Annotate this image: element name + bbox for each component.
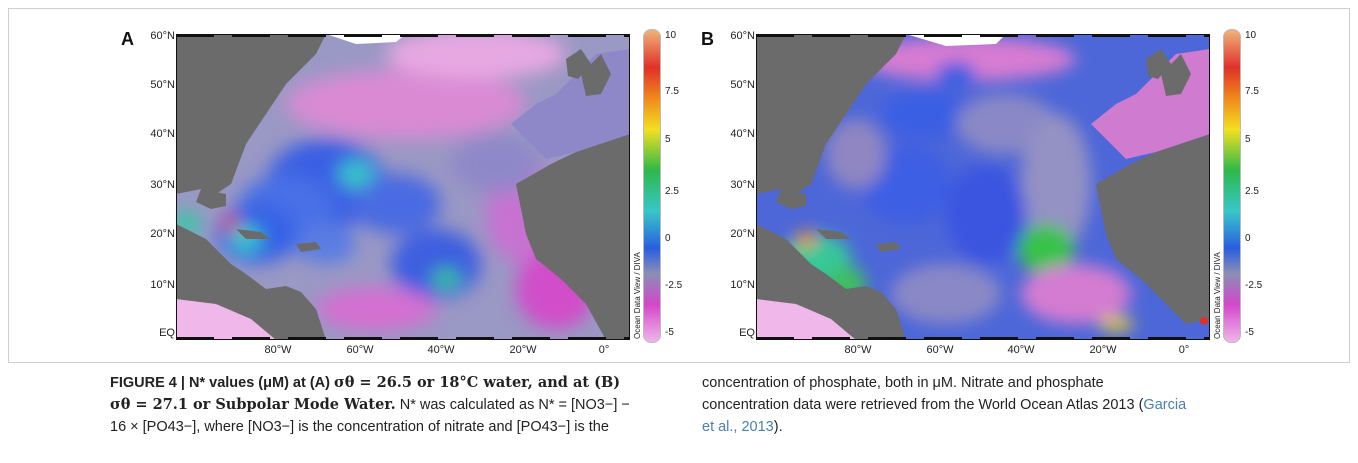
y-tick-label: 30°N: [150, 179, 175, 191]
x-tick-label: 0°: [598, 344, 610, 356]
panel-a: A 60°N 50°N 40°N 30°N 20°N 10°N EQ: [9, 9, 682, 364]
citation-link[interactable]: Garcia: [1143, 397, 1187, 413]
y-tick-label: EQ: [739, 327, 755, 339]
caption-line: σθ = 27.1 or Subpolar Mode Water. N* was…: [110, 394, 670, 416]
figure-caption-continued: concentration of phosphate, both in μM. …: [702, 372, 1302, 438]
caption-title: FIGURE 4 | N* values (μM) at (A): [110, 375, 335, 391]
y-tick-label: 30°N: [730, 179, 755, 191]
caption-line: et al., 2013).: [702, 416, 1302, 438]
figure-caption: FIGURE 4 | N* values (μM) at (A) σθ = 26…: [110, 372, 670, 438]
credit-label: Ocean Data View / DIVA: [1213, 252, 1222, 339]
caption-line: concentration of phosphate, both in μM. …: [702, 372, 1302, 394]
colorbar-tick: 7.5: [1245, 86, 1259, 97]
x-tick-label: 20°W: [509, 344, 537, 356]
citation-link[interactable]: et al., 2013: [702, 419, 774, 435]
caption-body: N* was calculated as N* = [NO3−] −: [395, 397, 630, 413]
y-tick-label: 20°N: [150, 228, 175, 240]
colorbar-tick: 7.5: [665, 86, 679, 97]
colorbar-tick: 10: [665, 30, 677, 41]
x-tick-label: 80°W: [844, 344, 872, 356]
x-tick-label: 0°: [1178, 344, 1190, 356]
y-tick-label: 60°N: [150, 30, 175, 42]
x-tick-label: 40°W: [427, 344, 455, 356]
caption-body: 16 × [PO43−], where [NO3−] is the concen…: [110, 419, 609, 435]
caption-body: ).: [773, 419, 783, 435]
colorbar-tick: -2.5: [1245, 280, 1263, 291]
colorbar-tick: 10: [1245, 30, 1257, 41]
colorbar-tick: 0: [665, 233, 671, 244]
colorbar-tick: 5: [1245, 134, 1251, 145]
figure-frame: A 60°N 50°N 40°N 30°N 20°N 10°N EQ: [8, 8, 1350, 363]
y-tick-label: 50°N: [730, 79, 755, 91]
colorbar: [643, 29, 661, 343]
colorbar-tick: 0: [1245, 233, 1251, 244]
y-tick-label: 40°N: [730, 128, 755, 140]
panel-b: B 60°N 50°N 40°N 30°N 20°N 10°N EQ: [589, 9, 1262, 364]
panel-letter: A: [121, 29, 134, 49]
x-tick-label: 20°W: [1089, 344, 1117, 356]
x-tick-label: 60°W: [926, 344, 954, 356]
caption-body: concentration of phosphate, both in μM. …: [702, 375, 1104, 391]
colorbar-tick: -5: [1245, 327, 1254, 338]
y-tick-label: 40°N: [150, 128, 175, 140]
y-tick-label: 10°N: [730, 279, 755, 291]
y-tick-label: 20°N: [730, 228, 755, 240]
panel-letter: B: [701, 29, 714, 49]
x-tick-label: 40°W: [1007, 344, 1035, 356]
x-tick-label: 60°W: [346, 344, 374, 356]
colorbar: [1223, 29, 1241, 343]
y-tick-label: 10°N: [150, 279, 175, 291]
y-tick-label: 60°N: [730, 30, 755, 42]
x-tick-label: 80°W: [264, 344, 292, 356]
ocean-map: [176, 34, 630, 340]
caption-line: concentration data were retrieved from t…: [702, 394, 1302, 416]
caption-sigma-a: σθ = 26.5 or 18°C water, and at (B): [334, 374, 621, 391]
colorbar-tick: 2.5: [665, 186, 679, 197]
y-tick-label: EQ: [159, 327, 175, 339]
y-tick-label: 50°N: [150, 79, 175, 91]
ocean-map: [756, 34, 1210, 340]
colorbar-tick: -5: [665, 327, 674, 338]
colorbar-tick: 5: [665, 134, 671, 145]
caption-sigma-b: σθ = 27.1 or Subpolar Mode Water.: [110, 396, 396, 413]
colorbar-tick: -2.5: [665, 280, 683, 291]
colorbar-tick: 2.5: [1245, 186, 1259, 197]
caption-body: concentration data were retrieved from t…: [702, 397, 1144, 413]
caption-line: FIGURE 4 | N* values (μM) at (A) σθ = 26…: [110, 372, 670, 394]
caption-line: 16 × [PO43−], where [NO3−] is the concen…: [110, 416, 670, 438]
